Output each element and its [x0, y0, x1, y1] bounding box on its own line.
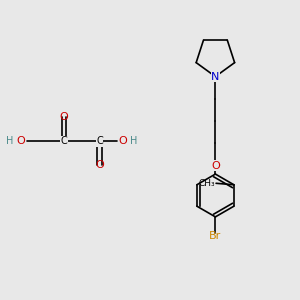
Text: Br: Br	[209, 231, 221, 241]
Text: O: O	[95, 160, 104, 170]
Text: O: O	[211, 161, 220, 171]
Text: O: O	[211, 161, 220, 171]
Text: O: O	[118, 136, 127, 146]
Text: C: C	[96, 136, 103, 146]
Text: O: O	[16, 136, 25, 146]
Text: H: H	[130, 136, 138, 146]
Text: H: H	[6, 136, 14, 146]
Text: N: N	[211, 72, 220, 82]
Text: C: C	[60, 136, 67, 146]
Text: CH₃: CH₃	[199, 179, 215, 188]
Text: O: O	[59, 112, 68, 122]
